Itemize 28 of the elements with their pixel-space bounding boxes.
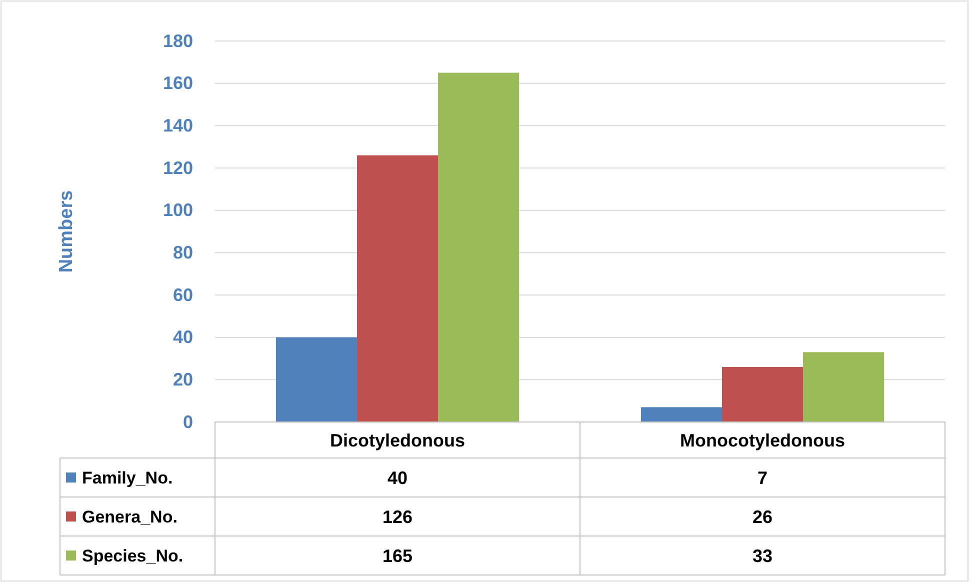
y-tick-label: 100 — [162, 200, 193, 220]
y-tick-label: 0 — [182, 412, 193, 432]
data-label: 33 — [752, 546, 773, 566]
y-tick-label: 120 — [162, 158, 193, 178]
y-tick-label: 80 — [172, 242, 193, 262]
legend-label: Family_No. — [82, 468, 173, 488]
data-label: 165 — [382, 546, 413, 566]
bar — [640, 407, 722, 422]
y-tick-label: 160 — [162, 73, 193, 94]
data-label: 7 — [757, 468, 768, 488]
data-label: 126 — [382, 506, 413, 527]
y-tick-label: 40 — [172, 327, 193, 348]
x-tick-label: Dicotyledonous — [330, 430, 466, 450]
y-tick-label: 20 — [172, 369, 193, 390]
y-tick-label: 60 — [172, 284, 193, 305]
bar — [356, 155, 438, 422]
y-tick-label: 180 — [162, 30, 193, 51]
data-label: 26 — [752, 506, 773, 527]
legend-label: Genera_No. — [82, 507, 178, 526]
bar — [803, 352, 884, 422]
bar — [722, 366, 804, 422]
legend-label: Species_No. — [82, 546, 184, 566]
y-tick-label: 140 — [162, 115, 193, 136]
bar — [276, 337, 357, 422]
y-axis-title: Numbers — [56, 190, 77, 273]
bar — [438, 72, 520, 422]
x-tick-label: Monocotyledonous — [680, 430, 845, 450]
data-label: 40 — [387, 468, 408, 488]
